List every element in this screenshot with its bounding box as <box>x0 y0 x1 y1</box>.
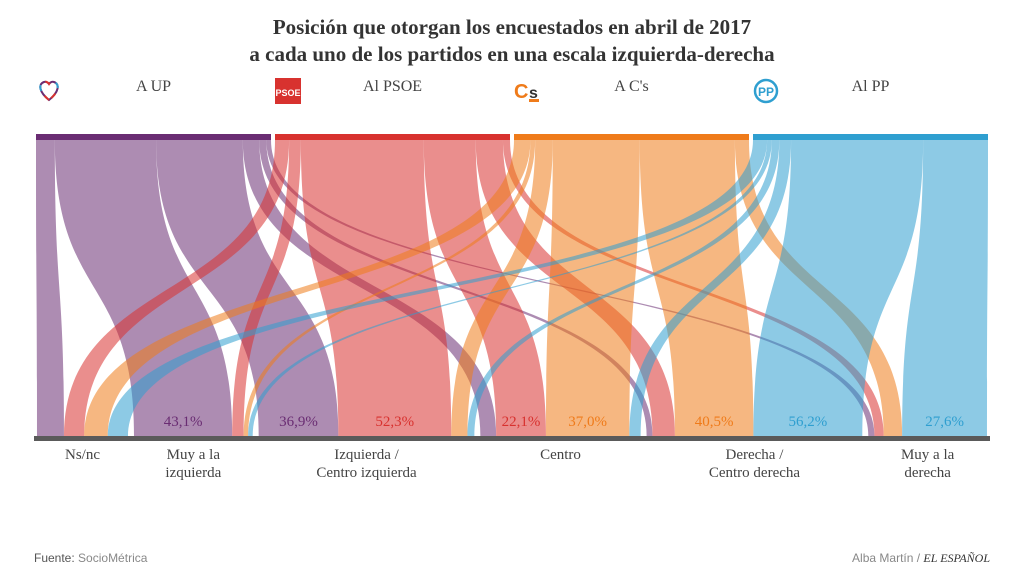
party-label: A C's <box>614 78 648 96</box>
pct-up-muyizq: 43,1% <box>153 414 213 431</box>
party-label: A UP <box>136 78 171 96</box>
dest-label-izq: Izquierda /Centro izquierda <box>239 446 495 482</box>
svg-text:C: C <box>514 81 528 103</box>
source: Fuente: SocioMétrica <box>34 551 147 566</box>
title-line1: Posición que otorgan los encuestados en … <box>273 15 751 39</box>
chart-footer: Fuente: SocioMétrica Alba Martín / EL ES… <box>34 551 990 566</box>
pct-psoe-centro: 22,1% <box>491 414 551 431</box>
party-header-psoe: Al PSOE PSOE <box>275 78 510 125</box>
publication: EL ESPAÑOL <box>923 551 990 565</box>
attribution: Alba Martín / EL ESPAÑOL <box>852 551 990 566</box>
party-label: Al PP <box>852 78 890 96</box>
title-line2: a cada uno de los partidos en una escala… <box>249 42 774 66</box>
sankey-chart: A UPAl PSOEPSOEA C'sCsAl PPPPNs/ncMuy a … <box>34 78 990 498</box>
pct-cs-der: 40,5% <box>684 414 744 431</box>
chart-title: Posición que otorgan los encuestados en … <box>0 0 1024 79</box>
cs-logo-icon: Cs <box>619 99 645 125</box>
party-header-pp: Al PP PP <box>753 78 988 125</box>
party-header-cs: A C's Cs <box>514 78 749 125</box>
dest-label-muyder: Muy a laderecha <box>848 446 1007 482</box>
pct-psoe-izq: 52,3% <box>365 414 425 431</box>
psoe-square-icon: PSOE <box>380 99 406 125</box>
pct-pp-der: 56,2% <box>778 414 838 431</box>
pct-pp-muyder: 27,6% <box>915 414 975 431</box>
svg-text:PP: PP <box>758 85 774 99</box>
sankey-svg <box>34 78 990 498</box>
pct-up-izq: 36,9% <box>269 414 329 431</box>
party-label: Al PSOE <box>363 78 422 96</box>
author: Alba Martín / <box>852 551 920 565</box>
pct-cs-centro: 37,0% <box>558 414 618 431</box>
dest-label-der: Derecha /Centro derecha <box>627 446 883 482</box>
heart-rainbow-icon <box>141 99 167 125</box>
source-value: SocioMétrica <box>78 551 147 565</box>
source-label: Fuente: <box>34 551 75 565</box>
party-header-up: A UP <box>36 78 271 125</box>
pp-circle-icon: PP <box>858 99 884 125</box>
svg-text:PSOE: PSOE <box>275 88 300 98</box>
